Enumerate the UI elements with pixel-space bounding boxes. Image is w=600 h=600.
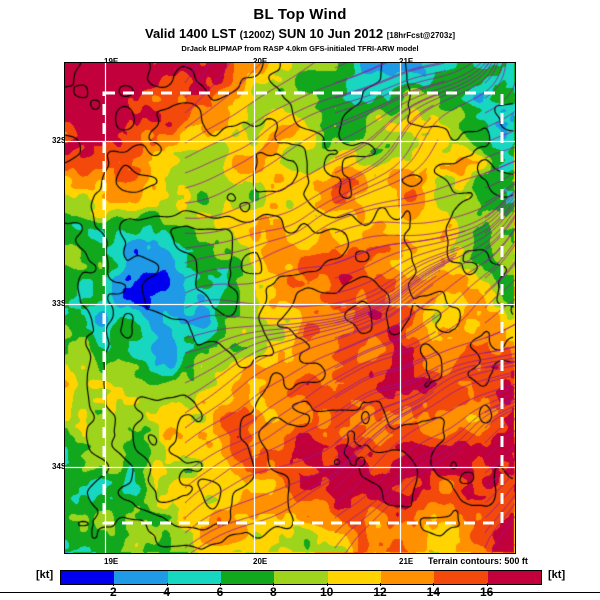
colorbar-tickmark-14 — [433, 583, 435, 586]
lat-label-left-0: 32S — [52, 136, 67, 145]
valid-utc: (1200Z) — [239, 30, 275, 41]
page-title: BL Top Wind — [253, 6, 347, 23]
colorbar-band-8 — [487, 571, 541, 584]
colorbar-tick-10: 10 — [319, 585, 334, 599]
lon-label-top-0: 19E — [104, 57, 118, 66]
colorbar-band-5 — [327, 571, 381, 584]
terrain-contour-note: Terrain contours: 500 ft — [428, 556, 528, 566]
lat-label-left-1: 33S — [52, 299, 67, 308]
colorbar-tick-14: 14 — [426, 585, 441, 599]
colorbar-tick-6: 6 — [216, 585, 224, 599]
lon-label-top-1: 20E — [253, 57, 267, 66]
valid-time-line: Valid 1400 LST (1200Z) SUN 10 Jun 2012 [… — [0, 26, 600, 41]
colorbar-tickmark-6 — [220, 583, 221, 586]
forecast-bracket: [18hrFcst@2703z] — [386, 31, 455, 40]
colorbar-gradient — [60, 570, 542, 585]
colorbar-unit-left: [kt] — [36, 569, 54, 581]
colorbar-tickmark-4 — [166, 583, 168, 586]
colorbar-tick-12: 12 — [373, 585, 387, 599]
lon-label-bottom-0: 19E — [104, 557, 119, 566]
colorbar-tick-8: 8 — [269, 585, 277, 599]
colorbar-tickmark-10 — [326, 583, 328, 586]
lon-label-bottom-2: 21E — [399, 557, 414, 566]
valid-date: SUN 10 Jun 2012 — [278, 26, 384, 41]
footer-divider — [0, 592, 600, 593]
colorbar-legend: [kt] [kt] 2 4 6 8 10 12 14 16 — [0, 565, 600, 600]
colorbar-unit-right: [kt] — [548, 569, 566, 581]
lon-label-bottom-1: 20E — [253, 557, 268, 566]
colorbar-tickmark-16 — [486, 583, 488, 586]
colorbar-band-4 — [274, 571, 328, 584]
lon-label-top-2: 21E — [399, 57, 413, 66]
colorbar-band-7 — [434, 571, 488, 584]
lat-label-left-2: 34S — [52, 462, 67, 471]
attribution-line: DrJack BLIPMAP from RASP 4.0km GFS-initi… — [181, 44, 419, 53]
colorbar-tickmark-12 — [380, 583, 381, 586]
colorbar-band-1 — [114, 571, 168, 584]
colorbar-band-6 — [380, 571, 435, 584]
title-block: BL Top Wind Valid 1400 LST (1200Z) SUN 1… — [0, 0, 600, 53]
colorbar-band-3 — [220, 571, 275, 584]
colorbar-band-0 — [61, 571, 115, 584]
wind-speed-field — [65, 63, 515, 553]
map-overlays — [65, 63, 515, 553]
colorbar-band-2 — [167, 571, 221, 584]
colorbar-tickmark-8 — [273, 583, 275, 586]
colorbar-tick-16: 16 — [479, 585, 494, 599]
colorbar-tick-4: 4 — [163, 585, 170, 599]
colorbar-tick-2: 2 — [109, 585, 117, 599]
map-plot-area[interactable] — [64, 62, 516, 554]
forecast-subdomain-box — [102, 91, 504, 525]
valid-prefix: Valid 1400 LST — [145, 26, 237, 41]
colorbar-tickmark-2 — [113, 583, 115, 586]
